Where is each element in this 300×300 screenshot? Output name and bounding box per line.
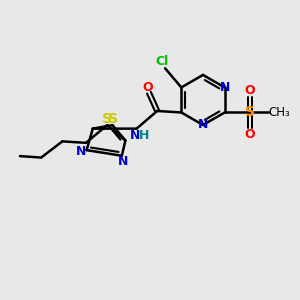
Text: N: N — [130, 129, 140, 142]
Text: S: S — [101, 112, 112, 126]
Text: N: N — [76, 145, 86, 158]
Text: N: N — [198, 118, 208, 131]
Text: CH₃: CH₃ — [268, 106, 290, 119]
Text: S: S — [108, 112, 118, 126]
Text: N: N — [118, 155, 128, 168]
Text: O: O — [244, 128, 255, 141]
Text: N: N — [220, 81, 230, 94]
Text: Cl: Cl — [156, 55, 169, 68]
Text: O: O — [142, 81, 153, 94]
Text: H: H — [139, 129, 150, 142]
Text: S: S — [245, 106, 255, 119]
Text: O: O — [244, 84, 255, 97]
